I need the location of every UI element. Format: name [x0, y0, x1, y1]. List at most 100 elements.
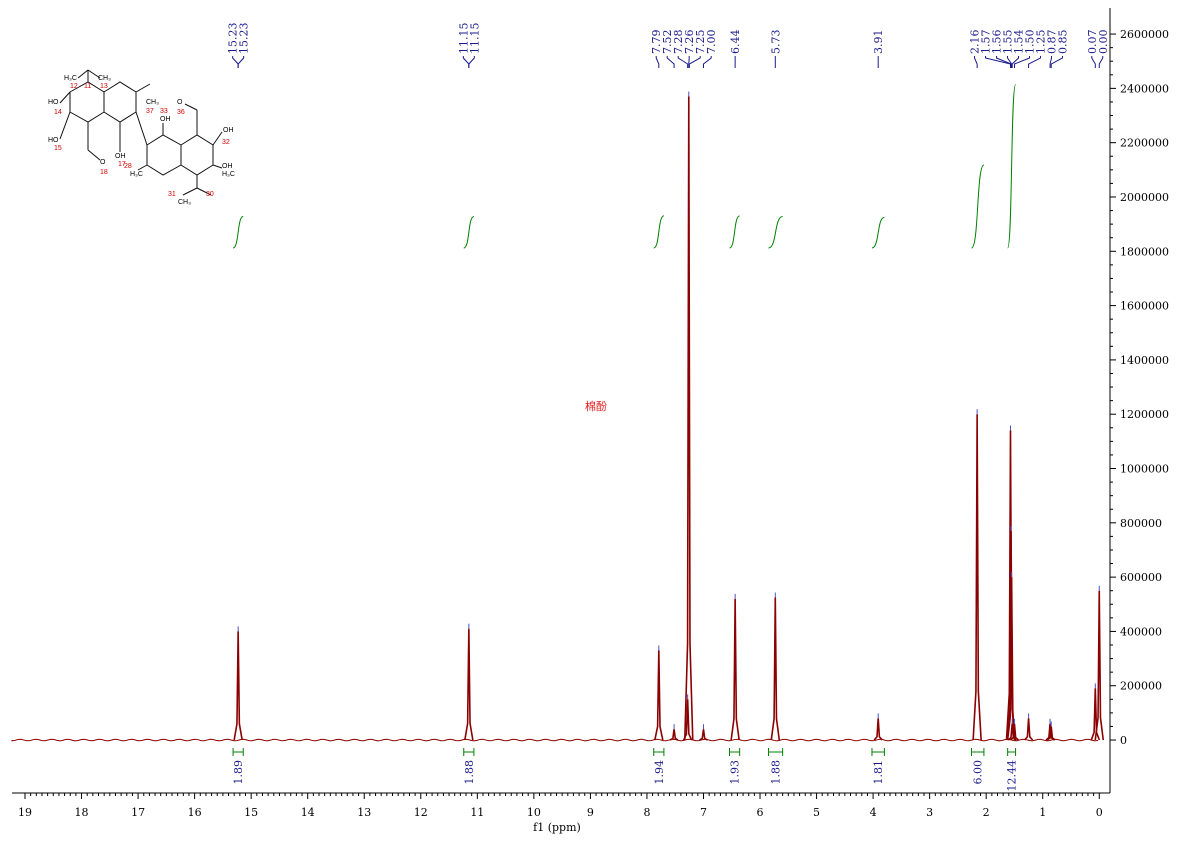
- integral-curve: [232, 215, 244, 249]
- peak-label-connector: [688, 56, 701, 68]
- peak-label: 7.52: [661, 30, 674, 55]
- bond: [77, 69, 89, 79]
- atom-label: HO: [48, 137, 59, 144]
- x-tick-label: 16: [188, 806, 202, 819]
- peak-label-connector: [1098, 56, 1104, 68]
- x-tick-label: 12: [414, 806, 428, 819]
- peak-label-connector: [985, 56, 1011, 68]
- annotation: 棉酚: [585, 399, 607, 413]
- peak-label-connector: [1028, 56, 1042, 68]
- y-tick-label: 2600000: [1120, 28, 1169, 41]
- integral-curve: [1007, 84, 1017, 249]
- peak-label-connector: [1050, 56, 1064, 68]
- x-axis-label: f1 (ppm): [533, 821, 581, 834]
- peak-label-connector: [1013, 56, 1031, 68]
- peak-label-connector: [232, 56, 239, 68]
- atom-number: 17: [118, 161, 126, 168]
- peak-label-connector: [1091, 56, 1096, 68]
- peak-label: 5.73: [769, 30, 782, 55]
- integral-label: 1.94: [653, 760, 666, 785]
- peak-label-connector: [237, 56, 245, 68]
- x-tick-label: 1: [1039, 806, 1046, 819]
- peak: [730, 598, 740, 741]
- y-tick-label: 200000: [1120, 680, 1162, 693]
- peak: [1094, 590, 1105, 741]
- bond: [212, 164, 223, 169]
- bond: [182, 187, 198, 196]
- peak-label: 0.85: [1057, 30, 1070, 55]
- ring: [146, 134, 182, 176]
- ring: [180, 134, 214, 176]
- peak-label-connector: [677, 56, 689, 68]
- y-tick-label: 800000: [1120, 517, 1162, 530]
- peak-label-connector: [468, 56, 475, 68]
- peak-label: 7.26: [683, 30, 696, 55]
- peak-label: 11.15: [468, 23, 481, 55]
- atom-label: CH₃: [98, 75, 111, 82]
- y-tick-label: 600000: [1120, 571, 1162, 584]
- x-tick-label: 9: [587, 806, 594, 819]
- peak-label-connector: [996, 56, 1012, 68]
- peak: [1046, 726, 1056, 741]
- x-tick-label: 5: [813, 806, 820, 819]
- peak: [699, 729, 708, 741]
- peak: [464, 628, 474, 741]
- peak: [233, 631, 243, 741]
- atom-number: 37: [146, 108, 154, 115]
- peak-label: 7.28: [672, 30, 685, 55]
- peak: [654, 650, 664, 741]
- atom-number: 14: [54, 109, 62, 116]
- y-tick-label: 1400000: [1120, 354, 1169, 367]
- peak-label: 3.91: [872, 30, 885, 55]
- peak-label: 0.87: [1046, 30, 1059, 55]
- atom-label: CH₃: [146, 99, 159, 106]
- peak-label: 2.16: [969, 30, 982, 55]
- y-tick-label: 1200000: [1120, 408, 1169, 421]
- bond: [135, 83, 151, 93]
- bond: [59, 91, 71, 104]
- x-tick-label: 13: [357, 806, 371, 819]
- x-tick-label: 7: [700, 806, 707, 819]
- integral-curve: [768, 216, 783, 249]
- atom-number: 31: [168, 191, 176, 198]
- atom-label: OH: [223, 127, 234, 134]
- ring: [103, 81, 137, 123]
- atom-number: 12: [70, 83, 78, 90]
- peak-label-connector: [702, 56, 712, 68]
- atom-number: 18: [100, 169, 108, 176]
- atom-label: O: [177, 99, 183, 106]
- atom-label: CH₃: [178, 199, 191, 206]
- bond: [87, 149, 101, 161]
- x-tick-label: 10: [527, 806, 541, 819]
- peak-label-connector: [462, 56, 470, 68]
- peak: [972, 414, 982, 741]
- peak: [1090, 688, 1101, 741]
- integral-curve: [971, 164, 985, 249]
- peak: [669, 729, 679, 741]
- y-tick-label: 1000000: [1120, 463, 1169, 476]
- x-tick-label: 0: [1096, 806, 1103, 819]
- integral-label: 1.88: [463, 760, 476, 785]
- integral-label: 1.88: [770, 760, 783, 785]
- y-tick-label: 2200000: [1120, 137, 1169, 150]
- peak-label: 7.00: [705, 30, 718, 55]
- x-tick-label: 11: [470, 806, 484, 819]
- atom-label: O: [100, 159, 106, 166]
- bond: [196, 187, 212, 196]
- atom-number: 28: [124, 163, 132, 170]
- peak-label: 7.25: [694, 30, 707, 55]
- integral-curve: [871, 216, 885, 249]
- peak-label: 1.57: [980, 30, 993, 55]
- bond: [212, 131, 223, 146]
- atom-number: 11: [84, 83, 91, 90]
- peak-label: 11.15: [457, 23, 470, 55]
- peak-label: 1.50: [1024, 30, 1037, 55]
- peak-label: 1.56: [991, 30, 1004, 55]
- y-tick-label: 1600000: [1120, 300, 1169, 313]
- integral-curve: [729, 215, 740, 249]
- atom-label: OH: [222, 163, 233, 170]
- bond: [184, 103, 198, 111]
- integral-label: 1.81: [872, 760, 885, 785]
